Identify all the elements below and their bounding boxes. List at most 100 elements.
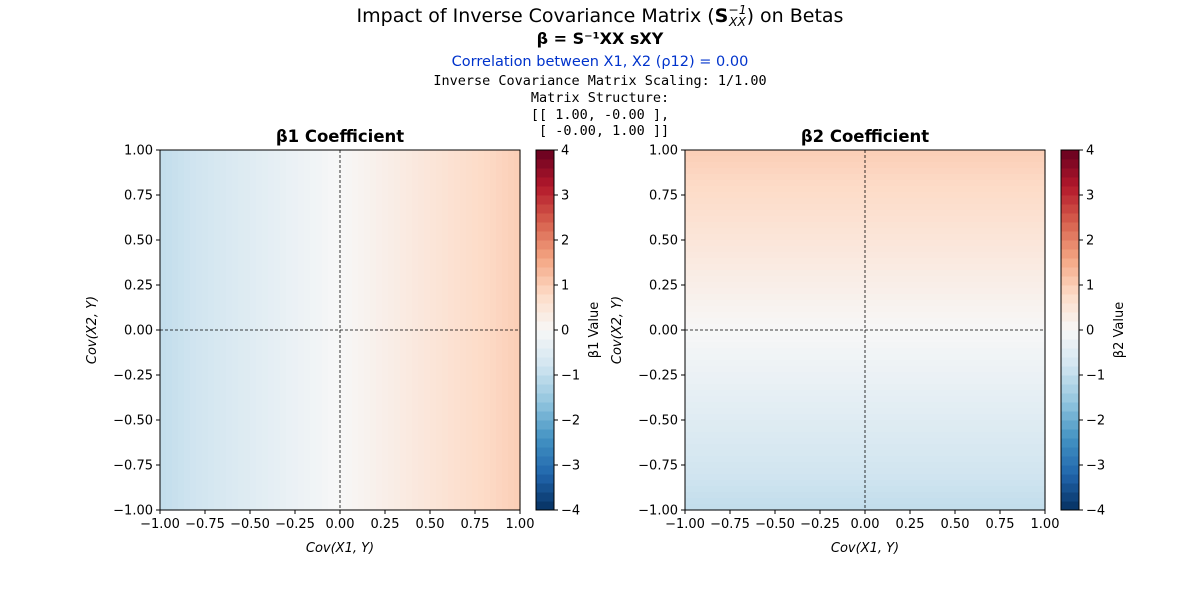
heatmap-cell: [799, 480, 806, 487]
heatmap-cell: [370, 168, 377, 175]
heatmap-cell: [406, 366, 413, 373]
heatmap-cell: [262, 492, 269, 499]
heatmap-cell: [352, 420, 359, 427]
heatmap-cell: [178, 348, 185, 355]
heatmap-cell: [769, 456, 776, 463]
heatmap-cell: [466, 156, 473, 163]
heatmap-cell: [388, 270, 395, 277]
heatmap-cell: [508, 300, 515, 307]
heatmap-cell: [340, 498, 347, 505]
heatmap-cell: [745, 450, 752, 457]
heatmap-cell: [172, 408, 179, 415]
heatmap-cell: [208, 438, 215, 445]
heatmap-cell: [442, 240, 449, 247]
heatmap-cell: [727, 432, 734, 439]
heatmap-cell: [196, 174, 203, 181]
heatmap-cell: [250, 378, 257, 385]
heatmap-cell: [715, 348, 722, 355]
heatmap-cell: [472, 492, 479, 499]
heatmap-cell: [268, 468, 275, 475]
heatmap-cell: [196, 444, 203, 451]
heatmap-cell: [292, 258, 299, 265]
heatmap-cell: [490, 162, 497, 169]
heatmap-cell: [190, 162, 197, 169]
heatmap-cell: [508, 210, 515, 217]
heatmap-cell: [691, 264, 698, 271]
heatmap-cell: [436, 234, 443, 241]
heatmap-cell: [334, 264, 341, 271]
heatmap-cell: [442, 342, 449, 349]
heatmap-cell: [745, 252, 752, 259]
heatmap-cell: [322, 480, 329, 487]
heatmap-cell: [514, 204, 521, 211]
heatmap-cell: [388, 408, 395, 415]
heatmap-cell: [781, 408, 788, 415]
heatmap-cell: [484, 348, 491, 355]
heatmap-cell: [751, 426, 758, 433]
heatmap-cell: [166, 462, 173, 469]
heatmap-cell: [769, 384, 776, 391]
heatmap-cell: [208, 276, 215, 283]
heatmap-cell: [334, 336, 341, 343]
heatmap-cell: [208, 150, 215, 157]
heatmap-cell: [697, 498, 704, 505]
heatmap-cell: [226, 450, 233, 457]
heatmap-cell: [484, 366, 491, 373]
heatmap-cell: [232, 294, 239, 301]
heatmap-cell: [214, 324, 221, 331]
heatmap-cell: [352, 444, 359, 451]
heatmap-cell: [304, 282, 311, 289]
heatmap-cell: [298, 504, 305, 511]
heatmap-cell: [172, 414, 179, 421]
heatmap-cell: [190, 402, 197, 409]
heatmap-cell: [394, 330, 401, 337]
heatmap-cell: [775, 192, 782, 199]
heatmap-cell: [184, 288, 191, 295]
heatmap-cell: [376, 480, 383, 487]
heatmap-cell: [328, 420, 335, 427]
heatmap-cell: [697, 492, 704, 499]
heatmap-cell: [388, 504, 395, 511]
heatmap-cell: [190, 456, 197, 463]
heatmap-cell: [364, 462, 371, 469]
heatmap-cell: [763, 348, 770, 355]
heatmap-cell: [220, 366, 227, 373]
heatmap-cell: [220, 186, 227, 193]
heatmap-cell: [751, 192, 758, 199]
heatmap-cell: [697, 252, 704, 259]
heatmap-cell: [244, 348, 251, 355]
heatmap-cell: [166, 258, 173, 265]
heatmap-cell: [238, 294, 245, 301]
heatmap-cell: [208, 504, 215, 511]
heatmap-cell: [799, 330, 806, 337]
heatmap-cell: [352, 486, 359, 493]
heatmap-cell: [769, 204, 776, 211]
heatmap-cell: [496, 498, 503, 505]
heatmap-cell: [727, 258, 734, 265]
heatmap-cell: [382, 318, 389, 325]
heatmap-cell: [442, 426, 449, 433]
heatmap-cell: [322, 462, 329, 469]
heatmap-cell: [226, 246, 233, 253]
heatmap-cell: [454, 372, 461, 379]
heatmap-cell: [490, 234, 497, 241]
heatmap-cell: [727, 372, 734, 379]
heatmap-cell: [478, 414, 485, 421]
heatmap-cell: [775, 468, 782, 475]
heatmap-cell: [739, 210, 746, 217]
heatmap-cell: [715, 366, 722, 373]
heatmap-cell: [508, 258, 515, 265]
heatmap-cell: [436, 444, 443, 451]
heatmap-cell: [466, 276, 473, 283]
heatmap-cell: [394, 438, 401, 445]
heatmap-cell: [484, 318, 491, 325]
heatmap-cell: [685, 348, 692, 355]
heatmap-cell: [418, 306, 425, 313]
heatmap-cell: [811, 216, 818, 223]
heatmap-cell: [394, 444, 401, 451]
heatmap-cell: [418, 240, 425, 247]
heatmap-cell: [274, 330, 281, 337]
heatmap-cell: [691, 456, 698, 463]
heatmap-cell: [214, 198, 221, 205]
